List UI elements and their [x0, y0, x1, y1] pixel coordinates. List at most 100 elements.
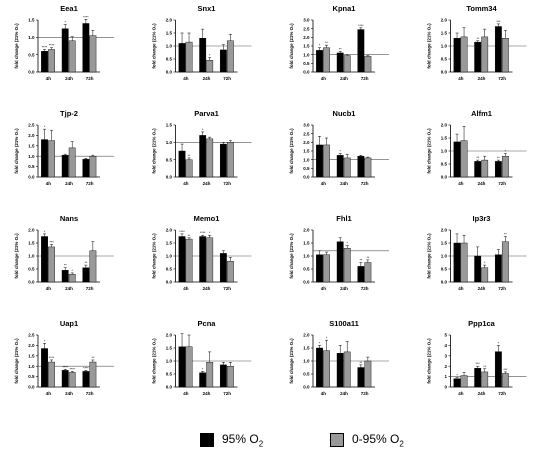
bar-95-o2-24h [199, 236, 207, 283]
y-tick-label: 0.5 [28, 267, 35, 272]
y-tick-label: 2.0 [166, 333, 173, 338]
significance-label: * [340, 150, 342, 154]
y-tick-label: 0.5 [303, 166, 310, 171]
x-tick-label: 72h [86, 181, 94, 186]
y-tick-label: 0.0 [166, 175, 173, 180]
bar-0-95-o2-72h [89, 361, 97, 388]
y-axis-label: fold change (21% O₂) [152, 338, 157, 384]
significance-label: ** [64, 264, 67, 268]
significance-label: ** [84, 261, 87, 265]
y-tick-label: 2.0 [441, 123, 448, 128]
y-tick-label: 1.0 [28, 154, 35, 159]
x-tick-label: 24h [65, 391, 73, 396]
y-axis-label: fold change (21% O₂) [152, 233, 157, 279]
legend-label-95-o2: 95% O2 [222, 431, 264, 449]
y-tick-label: 1.5 [166, 123, 173, 128]
panel-tomm34: Tomm34 fold change (21% O₂) 0.0 0.5 1.0 1.5 2.… [427, 4, 527, 81]
significance-label: * [209, 231, 211, 235]
y-tick-label: 0.5 [166, 372, 173, 377]
significance-label: **** [179, 230, 185, 234]
y-tick-label: 1.0 [166, 44, 173, 49]
y-tick-label: 1.0 [166, 359, 173, 364]
y-tick-label: 0.5 [28, 164, 35, 169]
bar-0-95-o2-24h [68, 147, 76, 178]
bar-95-o2-24h [336, 52, 344, 73]
bar-0-95-o2-24h [343, 351, 351, 388]
panel-title: Fhl1 [336, 214, 351, 223]
bar-95-o2-72h [219, 49, 227, 73]
panel-tjp-2: Tjp-2 fold change (21% O₂) 0.0 0.5 1.0 1.5 2.0… [14, 109, 114, 186]
significance-label: * [498, 341, 500, 345]
significance-label: **** [69, 367, 75, 371]
y-tick-label: 1.0 [166, 140, 173, 145]
y-axis-label: fold change (21% O₂) [14, 233, 19, 279]
significance-label: * [209, 54, 211, 58]
panel-title: Nans [60, 214, 78, 223]
x-tick-label: 72h [223, 181, 231, 186]
bar-0-95-o2-24h [481, 36, 489, 73]
bar-95-o2-72h [82, 267, 90, 283]
y-axis-label: fold change (21% O₂) [289, 338, 294, 384]
bar-0-95-o2-24h [206, 60, 214, 73]
bar-95-o2-24h [61, 370, 69, 388]
significance-label: **** [42, 45, 48, 49]
bar-0-95-o2-4h [185, 346, 193, 388]
bar-0-95-o2-4h [48, 246, 55, 283]
y-tick-label: 1.5 [28, 143, 35, 148]
panel-nans: Nans fold change (21% O₂) 0.0 0.5 1.0 1.5 2.0 *… [14, 214, 114, 291]
y-tick-label: 2.5 [28, 123, 35, 128]
y-tick-label: 0.5 [303, 267, 310, 272]
significance-label: **** [83, 366, 89, 370]
y-tick-label: 0.0 [166, 280, 173, 285]
y-tick-label: 0.0 [303, 175, 310, 180]
bar-95-o2-24h [61, 154, 69, 178]
bar-0-95-o2-4h [185, 238, 193, 283]
x-tick-label: 24h [478, 181, 486, 186]
y-tick-label: 2.0 [28, 343, 35, 348]
legend-item-0-95-o2: 0-95% O2 [330, 432, 404, 448]
y-tick-label: 1.0 [303, 254, 310, 259]
y-axis-label: fold change (21% O₂) [14, 338, 19, 384]
bar-95-o2-72h [357, 367, 365, 388]
bar-0-95-o2-72h [226, 40, 234, 73]
y-tick-label: 2.0 [303, 35, 310, 40]
y-tick-label: 1.5 [303, 346, 310, 351]
panel-title: Kpna1 [333, 4, 356, 13]
panel-title: Parva1 [194, 109, 219, 118]
x-tick-label: 24h [478, 286, 486, 291]
bar-95-o2-4h [453, 38, 461, 73]
x-tick-label: 72h [223, 286, 231, 291]
bar-95-o2-4h [453, 242, 461, 283]
x-tick-label: 24h [203, 391, 211, 396]
panel-nucb1: Nucb1 fold change (21% O₂) 0.0 0.5 1.0 1.5 2.0… [289, 109, 389, 186]
bar-95-o2-72h [494, 351, 502, 388]
y-tick-label: 0.0 [28, 70, 35, 75]
x-tick-label: 72h [498, 181, 506, 186]
bar-0-95-o2-72h [501, 38, 509, 73]
y-tick-label: 0.0 [441, 70, 448, 75]
x-tick-label: 24h [65, 181, 73, 186]
y-tick-label: 1.5 [303, 44, 310, 49]
bar-95-o2-24h [336, 241, 344, 283]
bar-95-o2-72h [357, 266, 365, 283]
significance-label: *** [496, 20, 501, 24]
bar-95-o2-72h [494, 254, 502, 283]
y-tick-label: 0.5 [441, 267, 448, 272]
bar-95-o2-24h [474, 41, 482, 73]
significance-label: ** [359, 259, 362, 263]
y-tick-label: 1.5 [303, 149, 310, 154]
x-tick-label: 24h [203, 286, 211, 291]
significance-label: ** [359, 361, 362, 365]
bar-0-95-o2-4h [460, 375, 468, 388]
panel-fhl1: Fhl1 fold change (21% O₂) 0.0 0.5 1.0 1.5 2.0 4… [289, 214, 389, 291]
significance-label: ** [339, 48, 342, 52]
significance-label: *** [49, 240, 54, 244]
y-tick-label: 1.5 [441, 136, 448, 141]
y-tick-label: 0.0 [303, 385, 310, 390]
bar-95-o2-4h [316, 254, 323, 283]
significance-label: ** [476, 156, 479, 160]
bar-95-o2-72h [494, 26, 502, 73]
y-tick-label: 0.5 [166, 267, 173, 272]
x-tick-label: 4h [46, 391, 52, 396]
